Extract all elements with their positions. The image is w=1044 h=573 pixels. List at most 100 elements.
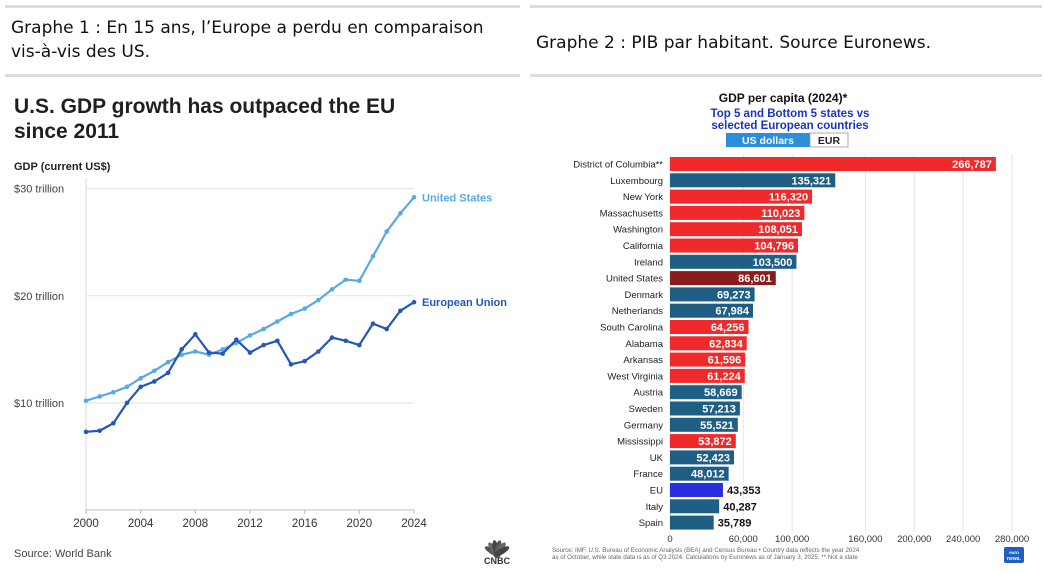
series-point-european-union	[179, 347, 184, 352]
series-point-european-union	[370, 321, 376, 326]
bar-value-massachusetts: 110,023	[761, 208, 800, 220]
series-point-united-states	[220, 347, 225, 352]
bar-france	[670, 466, 729, 481]
series-point-united-states	[398, 211, 403, 216]
series-point-united-states	[370, 253, 376, 259]
series-point-european-union	[111, 420, 116, 426]
euronews-logo-box	[1004, 547, 1024, 563]
bar-value-washington: 108,051	[758, 224, 798, 236]
bar-value-south-carolina: 64,256	[711, 322, 745, 334]
series-point-european-union	[124, 400, 130, 406]
series-point-united-states	[179, 352, 184, 358]
series-point-european-union	[206, 350, 212, 355]
line-chart-title: U.S. GDP growth has outpaced the EU since…	[14, 95, 395, 143]
series-point-united-states	[261, 326, 266, 332]
bar-massachusetts	[670, 205, 805, 220]
bar-chart-subtitle-line-2: selected European countries	[711, 120, 868, 132]
bar-value-arkansas: 61,596	[708, 355, 742, 367]
bar-category-south-carolina: South Carolina	[600, 323, 664, 334]
mid-rule-left	[5, 74, 520, 77]
line-ytick-label: $10 trillion	[14, 398, 64, 410]
mid-rule-right	[530, 74, 1042, 77]
series-point-united-states	[316, 297, 321, 303]
bar-value-alabama: 62,834	[709, 338, 744, 350]
bar-xtick-label: 100,000	[775, 534, 809, 545]
gdp-growth-chart-panel: U.S. GDP growth has outpaced the EU since…	[0, 80, 525, 568]
bar-category-luxembourg: Luxembourg	[610, 176, 663, 187]
bar-category-sweden: Sweden	[629, 404, 663, 415]
bar-value-netherlands: 67,984	[715, 306, 750, 318]
bar-value-spain: 35,789	[718, 518, 752, 530]
bar-mississippi	[670, 434, 736, 449]
series-point-united-states	[329, 287, 335, 292]
bar-chart-title: GDP per capita (2024)*	[719, 91, 848, 105]
bar-category-washington: Washington	[613, 225, 663, 236]
series-point-european-union	[83, 429, 89, 435]
line-ytick-label: $20 trillion	[14, 291, 64, 303]
bar-value-austria: 58,669	[704, 387, 738, 399]
bar-washington	[670, 222, 802, 237]
bar-netherlands	[670, 303, 754, 318]
series-point-united-states	[83, 398, 89, 404]
bar-arkansas	[670, 352, 746, 367]
bar-value-california: 104,796	[754, 241, 794, 253]
bar-value-district-of-columbia: 266,787	[952, 159, 992, 171]
toggle-eur-bg[interactable]	[809, 132, 849, 148]
line-xtick-label: 2020	[347, 518, 373, 530]
bar-category-california: California	[623, 241, 664, 252]
caption-graph-2: Graphe 2 : PIB par habitant. Source Euro…	[536, 33, 932, 53]
bar-category-uk: UK	[650, 453, 664, 464]
bar-category-massachusetts: Massachusetts	[600, 208, 664, 219]
series-point-european-union	[220, 351, 225, 356]
cnbc-logo-text: CNBC	[484, 556, 510, 566]
bar-chart-subtitle-line-1: Top 5 and Bottom 5 states vs	[711, 108, 870, 120]
series-point-european-union	[234, 337, 239, 343]
cnbc-logo: CNBC	[484, 540, 510, 566]
currency-toggle[interactable]: US dollars EUR	[726, 132, 849, 148]
euronews-logo: euro news.	[1004, 547, 1024, 563]
bar-category-new-york: New York	[623, 192, 663, 203]
series-point-united-states	[357, 278, 362, 284]
bar-value-france: 48,012	[691, 469, 725, 481]
toggle-eur-label[interactable]: EUR	[818, 135, 841, 147]
series-point-united-states	[302, 306, 307, 311]
bar-germany	[670, 417, 738, 432]
bar-alabama	[670, 336, 747, 351]
bar-xtick-label: 240,000	[946, 534, 980, 545]
line-xtick-label: 2024	[401, 518, 427, 530]
bar-south-carolina	[670, 320, 749, 334]
bar-category-mississippi: Mississippi	[617, 437, 663, 448]
series-point-united-states	[247, 333, 253, 338]
bar-xtick-label: 200,000	[897, 534, 931, 545]
bar-chart-footnote-line-1: Source: IMF, U.S. Bureau of Economic Ana…	[552, 547, 860, 554]
bar-category-alabama: Alabama	[626, 339, 664, 350]
bar-united-states	[670, 271, 776, 286]
line-ytick-label: $30 trillion	[14, 184, 64, 196]
bar-denmark	[670, 287, 755, 302]
bar-value-uk: 52,423	[696, 452, 730, 464]
bar-category-arkansas: Arkansas	[623, 355, 663, 366]
bar-value-mississippi: 53,872	[698, 436, 732, 448]
bar-austria	[670, 385, 742, 400]
bar-luxembourg	[670, 173, 836, 188]
bar-west-virginia	[670, 368, 745, 383]
series-point-european-union	[261, 342, 266, 348]
bar-category-eu: EU	[650, 486, 663, 497]
bar-xtick-label: 280,000	[995, 534, 1029, 545]
euronews-logo-text-line-2: news.	[1007, 556, 1022, 562]
top-rule-left	[5, 5, 520, 8]
caption-graph-1: Graphe 1 : En 15 ans, l’Europe a perdu e…	[11, 18, 484, 62]
bar-value-sweden: 57,213	[702, 404, 736, 416]
toggle-usd-bg[interactable]	[726, 133, 810, 147]
bar-new-york	[670, 189, 813, 204]
gdp-per-capita-chart-panel: GDP per capita (2024)* Top 5 and Bottom …	[530, 80, 1044, 568]
series-point-european-union	[275, 338, 280, 344]
toggle-usd-label[interactable]: US dollars	[742, 135, 794, 147]
bar-california	[670, 238, 799, 253]
line-xtick-label: 2008	[183, 518, 209, 530]
series-point-european-union	[97, 428, 102, 434]
series-point-european-union	[138, 384, 143, 390]
bar-xtick-label: 160,000	[848, 534, 882, 545]
bar-category-austria: Austria	[633, 388, 663, 399]
series-point-united-states	[384, 229, 389, 234]
